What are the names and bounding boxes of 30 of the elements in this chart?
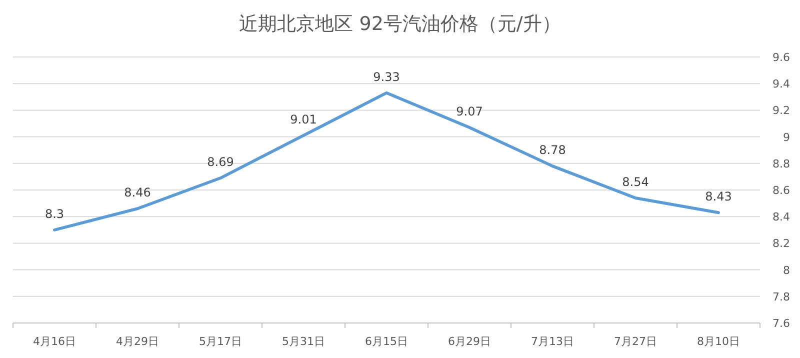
y-tick-label: 9.4 [772, 78, 790, 91]
y-tick-label: 8 [783, 264, 790, 277]
y-tick-label: 9 [783, 130, 790, 144]
y-tick-label: 9.6 [772, 51, 790, 64]
y-tick-label: 7.8 [772, 290, 790, 304]
data-label: 8.46 [124, 186, 151, 200]
data-label: 9.01 [290, 112, 317, 126]
y-tick-label: 8.2 [772, 237, 790, 250]
x-tick-label: 6月15日 [365, 335, 408, 348]
x-tick-label: 4月16日 [33, 335, 76, 348]
y-tick-label: 9.2 [772, 104, 790, 118]
data-label: 9.33 [373, 70, 400, 84]
data-label: 8.69 [207, 155, 234, 170]
data-label: 8.78 [539, 143, 566, 158]
chart-title: 近期北京地区 92号汽油价格（元/升） [239, 13, 561, 35]
x-tick-label: 8月10日 [697, 335, 740, 348]
x-tick-label: 7月27日 [614, 335, 657, 348]
data-label: 8.43 [705, 190, 732, 204]
y-tick-label: 8.8 [772, 157, 790, 170]
x-tick-label: 5月17日 [199, 335, 242, 348]
data-label: 8.3 [44, 206, 64, 221]
x-tick-label: 5月31日 [282, 335, 325, 348]
data-label: 8.54 [622, 174, 649, 189]
y-tick-label: 8.6 [772, 184, 790, 197]
y-tick-label: 7.6 [772, 317, 790, 330]
x-tick-label: 7月13日 [531, 335, 574, 348]
x-tick-label: 6月29日 [448, 335, 491, 348]
x-tick-label: 4月29日 [116, 335, 159, 348]
data-label: 9.07 [456, 104, 483, 118]
y-tick-label: 8.4 [772, 210, 790, 224]
